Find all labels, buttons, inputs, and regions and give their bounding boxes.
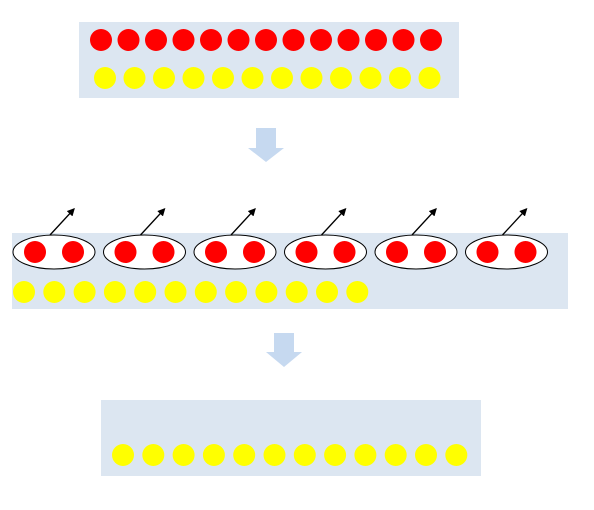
red-particle	[514, 241, 537, 263]
yellow-particle	[73, 281, 96, 303]
yellow-particle	[123, 67, 146, 89]
yellow-particle	[359, 67, 382, 89]
yellow-particle	[153, 67, 175, 89]
red-particle	[310, 29, 332, 51]
yellow-particle	[354, 444, 377, 466]
panel-bottom	[101, 400, 481, 476]
yellow-particle	[384, 444, 407, 466]
yellow-particle	[445, 444, 468, 466]
yellow-particle	[103, 281, 126, 303]
red-particle	[386, 241, 408, 263]
red-particle	[392, 29, 415, 51]
yellow-particle	[316, 281, 338, 303]
red-pair	[374, 208, 458, 270]
yellow-particle	[300, 67, 323, 89]
stage-initial-mixture	[79, 22, 459, 98]
yellow-particle	[241, 67, 264, 89]
red-particle	[62, 241, 84, 263]
yellow-particle	[212, 67, 234, 89]
yellow-particle	[202, 444, 225, 466]
down-arrow-1	[248, 128, 284, 162]
diagonal-arrow-icon	[411, 208, 437, 236]
yellow-particle	[225, 281, 248, 303]
red-particle	[24, 241, 46, 263]
yellow-particle	[324, 444, 347, 466]
red-pair	[284, 208, 367, 270]
red-pair	[465, 208, 548, 270]
yellow-particle	[255, 281, 278, 303]
red-particle-row	[90, 29, 442, 51]
diagonal-arrow-icon	[502, 208, 528, 236]
yellow-particle	[389, 67, 411, 89]
red-particle	[152, 241, 175, 263]
yellow-particle	[43, 281, 66, 303]
red-particle	[255, 29, 277, 51]
yellow-particle	[182, 67, 205, 89]
down-arrow-2	[266, 333, 302, 367]
stage-pairing-and-escape	[12, 208, 568, 309]
yellow-particle	[263, 444, 286, 466]
red-particle	[114, 241, 137, 263]
red-particle	[333, 241, 356, 263]
stage-remaining	[101, 400, 481, 476]
yellow-particle-row	[13, 281, 369, 303]
block-arrow-down-icon	[266, 333, 302, 367]
yellow-particle	[164, 281, 187, 303]
diagonal-arrow-icon	[140, 208, 166, 236]
red-particle	[282, 29, 305, 51]
red-particle	[365, 29, 387, 51]
red-particle	[90, 29, 112, 51]
red-pair-row	[12, 208, 548, 270]
red-particle	[420, 29, 442, 51]
yellow-particle	[418, 67, 441, 89]
diagonal-arrow-icon	[49, 208, 75, 236]
red-particle	[117, 29, 140, 51]
red-particle	[227, 29, 250, 51]
yellow-particle	[330, 67, 352, 89]
yellow-particle	[293, 444, 316, 466]
red-pair	[193, 208, 277, 270]
yellow-particle	[415, 444, 437, 466]
yellow-particle	[172, 444, 195, 466]
red-particle	[424, 241, 446, 263]
red-particle	[172, 29, 195, 51]
red-particle	[243, 241, 265, 263]
red-particle	[337, 29, 360, 51]
diagonal-arrow-icon	[321, 208, 347, 236]
yellow-particle	[271, 67, 293, 89]
yellow-particle-row	[112, 444, 468, 466]
red-particle	[145, 29, 167, 51]
red-particle	[200, 29, 222, 51]
red-pair	[103, 208, 186, 270]
diagonal-arrow-icon	[230, 208, 256, 236]
yellow-particle	[142, 444, 165, 466]
yellow-particle-row	[94, 67, 441, 89]
red-particle	[295, 241, 318, 263]
red-particle	[476, 241, 499, 263]
yellow-particle	[13, 281, 35, 303]
block-arrow-down-icon	[248, 128, 284, 162]
yellow-particle	[134, 281, 157, 303]
yellow-particle	[233, 444, 256, 466]
yellow-particle	[285, 281, 308, 303]
yellow-particle	[346, 281, 369, 303]
yellow-particle	[112, 444, 134, 466]
yellow-particle	[94, 67, 116, 89]
red-pair	[12, 208, 96, 270]
red-particle	[205, 241, 227, 263]
yellow-particle	[194, 281, 217, 303]
